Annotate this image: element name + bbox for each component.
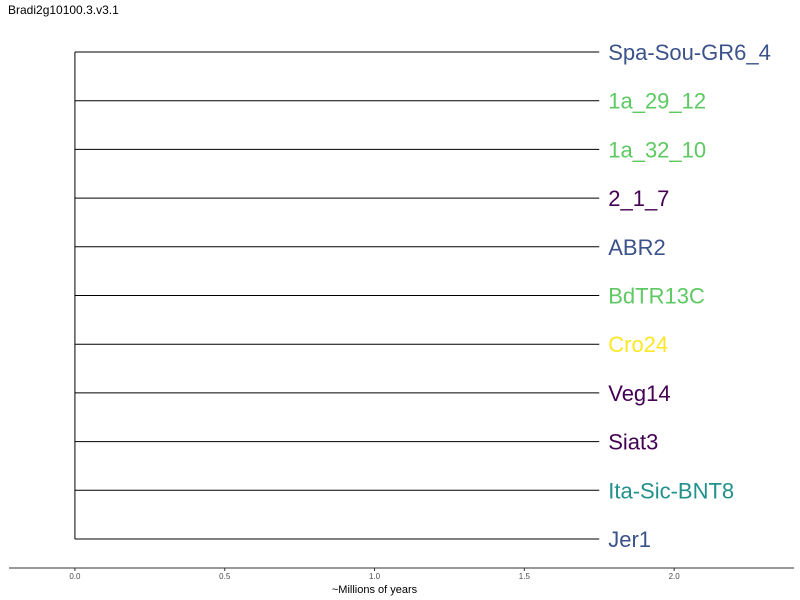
leaf-labels: Spa-Sou-GR6_4 1a_29_12 1a_32_10 2_1_7 ABR2 Bd… — [608, 40, 771, 552]
x-tick-label: 2.0 — [669, 572, 681, 581]
x-tick-label: 1.0 — [369, 572, 381, 581]
plot-title: Bradi2g10100.3.v3.1 — [8, 3, 119, 17]
leaf-label: BdTR13C — [608, 284, 705, 309]
leaf-label: Jer1 — [608, 527, 651, 552]
x-tick-label: 1.5 — [519, 572, 531, 581]
leaf-label: 2_1_7 — [608, 186, 669, 211]
leaf-label: Spa-Sou-GR6_4 — [608, 40, 771, 65]
x-axis-title: ~Millions of years — [332, 584, 418, 596]
leaf-label: 1a_29_12 — [608, 89, 706, 114]
leaf-label: Veg14 — [608, 381, 670, 406]
x-axis-ticks: 0.0 0.5 1.0 1.5 2.0 — [69, 568, 680, 581]
x-tick-label: 0.5 — [219, 572, 231, 581]
x-tick-label: 0.0 — [69, 572, 81, 581]
leaf-label: 1a_32_10 — [608, 137, 706, 162]
leaf-label: Cro24 — [608, 332, 668, 357]
leaf-label: ABR2 — [608, 235, 665, 260]
tree-branches — [74, 51, 600, 540]
leaf-label: Ita-Sic-BNT8 — [608, 478, 734, 503]
leaf-label: Siat3 — [608, 430, 658, 455]
